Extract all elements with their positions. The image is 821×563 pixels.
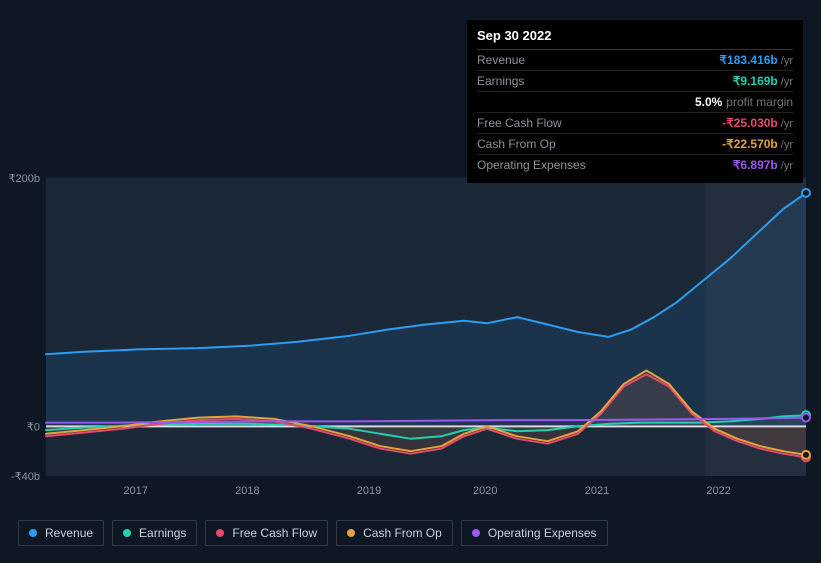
legend-item[interactable]: Free Cash Flow (205, 520, 328, 546)
tooltip-row: Revenue ₹183.416b/yr (477, 50, 793, 71)
legend-item[interactable]: Revenue (18, 520, 104, 546)
tooltip-margin-label: profit margin (726, 95, 793, 109)
svg-text:2020: 2020 (473, 485, 497, 497)
svg-text:2022: 2022 (706, 485, 730, 497)
legend-label: Earnings (139, 526, 186, 540)
tooltip-row-label: Operating Expenses (477, 158, 586, 172)
tooltip-row-label: Earnings (477, 74, 524, 88)
tooltip-date: Sep 30 2022 (477, 28, 793, 50)
svg-text:-₹40b: -₹40b (11, 471, 40, 483)
svg-text:₹0: ₹0 (27, 421, 40, 433)
svg-text:2019: 2019 (357, 485, 381, 497)
legend-dot-icon (472, 529, 480, 537)
svg-text:2018: 2018 (235, 485, 259, 497)
tooltip-row-label: Revenue (477, 53, 525, 67)
legend-label: Free Cash Flow (232, 526, 317, 540)
svg-text:2021: 2021 (585, 485, 609, 497)
tooltip-margin-pct: 5.0% (695, 95, 722, 109)
tooltip-row: Free Cash Flow -₹25.030b/yr (477, 113, 793, 134)
tooltip-row-value: ₹6.897b/yr (733, 158, 793, 172)
tooltip-row-label: Free Cash Flow (477, 116, 562, 130)
svg-text:₹200b: ₹200b (9, 173, 40, 185)
svg-text:2017: 2017 (123, 485, 147, 497)
legend-dot-icon (347, 529, 355, 537)
tooltip-row-value: ₹9.169b/yr (733, 74, 793, 88)
legend-dot-icon (123, 529, 131, 537)
tooltip-row-value: -₹22.570b/yr (722, 137, 793, 151)
tooltip-row-value: ₹183.416b/yr (719, 53, 793, 67)
tooltip-row: Operating Expenses ₹6.897b/yr (477, 155, 793, 175)
tooltip-row: Cash From Op -₹22.570b/yr (477, 134, 793, 155)
legend-dot-icon (216, 529, 224, 537)
tooltip-margin-row: 5.0% profit margin (477, 92, 793, 113)
legend-item[interactable]: Operating Expenses (461, 520, 608, 546)
legend-label: Operating Expenses (488, 526, 597, 540)
legend-item[interactable]: Cash From Op (336, 520, 453, 546)
tooltip-row: Earnings ₹9.169b/yr (477, 71, 793, 92)
tooltip-row-label: Cash From Op (477, 137, 556, 151)
legend-label: Revenue (45, 526, 93, 540)
legend-dot-icon (29, 529, 37, 537)
tooltip-row-value: -₹25.030b/yr (722, 116, 793, 130)
chart-legend: Revenue Earnings Free Cash Flow Cash From O… (18, 520, 608, 546)
legend-label: Cash From Op (363, 526, 442, 540)
legend-item[interactable]: Earnings (112, 520, 197, 546)
chart-tooltip: Sep 30 2022 Revenue ₹183.416b/yr Earnings ₹… (467, 20, 803, 183)
